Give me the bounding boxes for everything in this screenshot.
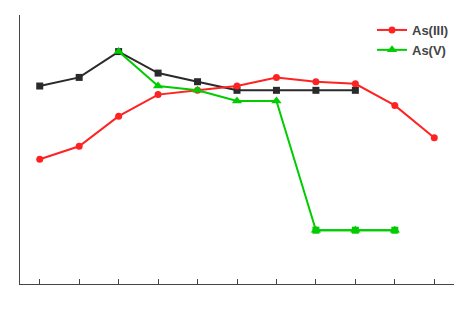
- svg-text:As(V): As(V): [412, 43, 446, 58]
- svg-text:As(III): As(III): [412, 23, 448, 38]
